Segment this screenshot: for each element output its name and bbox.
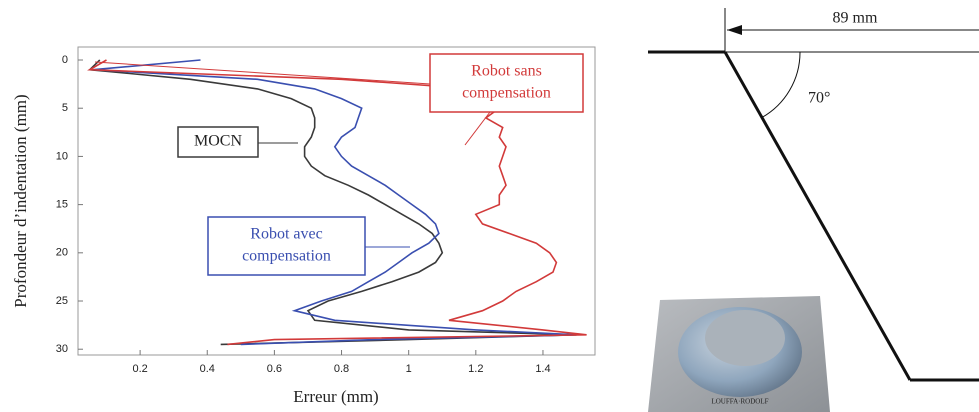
leader-line [464, 111, 491, 146]
shape-edge [723, 51, 912, 381]
chart: Erreur (mm) Profondeur d’indentation (mm… [11, 46, 596, 406]
y-tick-label: 10 [56, 150, 68, 162]
x-tick-label: 0.2 [132, 363, 147, 375]
photo: LOUFFA·RODOLF [648, 296, 830, 412]
angle-label: 70° [808, 90, 830, 107]
y-axis-title: Profondeur d’indentation (mm) [11, 94, 30, 307]
arrow-head [727, 25, 742, 35]
y-tick-label: 25 [56, 295, 68, 307]
y-tick-label: 5 [62, 102, 68, 114]
svg-text:LOUFFA·RODOLF: LOUFFA·RODOLF [711, 398, 768, 406]
y-tick-label: 15 [56, 199, 68, 211]
annotation-box [177, 126, 259, 158]
x-tick-label: 0.8 [334, 363, 349, 375]
annotation-label: compensation [242, 248, 331, 265]
plot-frame [77, 46, 596, 356]
x-tick-label: 1.2 [468, 363, 483, 375]
x-axis-title: Erreur (mm) [293, 387, 378, 406]
annotation-label: MOCN [194, 133, 242, 150]
dimension-label: 89 mm [833, 10, 878, 27]
leader-line [94, 61, 431, 85]
y-tick-label: 30 [56, 343, 68, 355]
x-tick-label: 1 [406, 363, 412, 375]
x-tick-label: 0.6 [267, 363, 282, 375]
y-tick-label: 0 [62, 54, 68, 66]
data-line [87, 59, 577, 346]
data-line [93, 59, 577, 346]
annotation-label: compensation [462, 85, 551, 102]
annotation-box [429, 53, 584, 113]
annotation-label: Robot sans [471, 63, 542, 80]
annotation-box [207, 216, 366, 276]
y-tick-label: 20 [56, 247, 68, 259]
diagram: 89 mm 70° LOUFFA·RODOLF [648, 8, 979, 412]
annotation-label: Robot avec [250, 226, 322, 243]
x-tick-label: 0.4 [200, 363, 215, 375]
angle-arc [760, 51, 801, 119]
x-tick-label: 1.4 [535, 363, 550, 375]
